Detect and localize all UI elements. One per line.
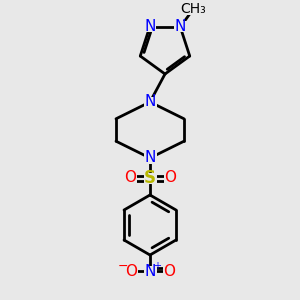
Bar: [143, 266, 157, 277]
Text: O: O: [124, 170, 136, 185]
Text: N: N: [144, 20, 155, 34]
Text: N: N: [144, 151, 156, 166]
Bar: [124, 172, 136, 184]
Text: O: O: [164, 170, 176, 185]
Bar: [124, 266, 137, 277]
Text: O: O: [125, 263, 137, 278]
Bar: [164, 172, 176, 184]
Text: −: −: [118, 260, 128, 272]
Text: O: O: [163, 263, 175, 278]
Bar: [182, 4, 204, 15]
Bar: [174, 22, 187, 32]
Bar: [143, 172, 157, 184]
Bar: [163, 266, 176, 277]
Text: N: N: [175, 20, 186, 34]
Text: CH₃: CH₃: [180, 2, 206, 16]
Bar: [143, 22, 156, 32]
Text: N: N: [144, 263, 156, 278]
Text: N: N: [144, 94, 156, 110]
Text: S: S: [144, 169, 156, 187]
Bar: [143, 97, 157, 107]
Text: +: +: [153, 261, 161, 271]
Bar: [143, 152, 157, 164]
